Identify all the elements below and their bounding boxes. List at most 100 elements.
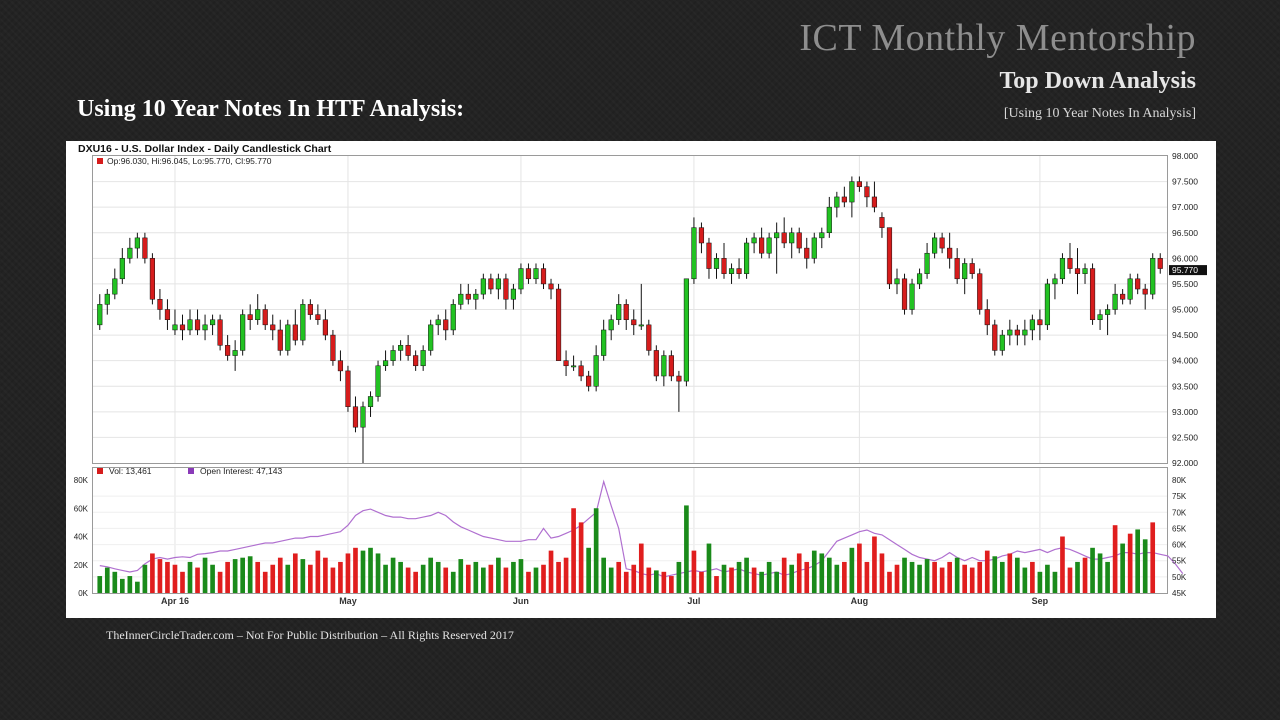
price-axis-tick: 97.500 — [1172, 177, 1198, 187]
price-axis-tick: 94.500 — [1172, 330, 1198, 340]
volume-bar-up — [811, 550, 817, 593]
candle-down — [1074, 268, 1081, 274]
volume-bar-up — [789, 564, 795, 593]
candle-down — [179, 324, 186, 331]
candle-up — [533, 268, 539, 280]
volume-bar-up — [533, 567, 539, 593]
candle-up — [924, 252, 930, 274]
candle-down — [977, 273, 983, 310]
volume-bar-down — [947, 561, 952, 593]
volume-bar-up — [127, 576, 133, 593]
volume-bar-down — [270, 564, 276, 593]
candle-down — [879, 217, 885, 228]
candle-up — [360, 406, 366, 428]
volume-bar-up — [435, 561, 441, 593]
volume-bar-up — [1090, 547, 1095, 593]
volume-bar-down — [631, 564, 637, 593]
volume-bar-up — [744, 557, 749, 593]
volume-bar-up — [849, 547, 855, 593]
candle-up — [202, 324, 208, 331]
volume-bar-down — [217, 571, 223, 593]
volume-bar-up — [232, 559, 238, 593]
candle-up — [774, 232, 780, 239]
price-axis-tick: 97.000 — [1172, 202, 1198, 212]
volume-bar-down — [150, 553, 155, 593]
candle-down — [1157, 258, 1163, 269]
candle-up — [450, 304, 456, 331]
candle-down — [578, 365, 584, 377]
candle-up — [1105, 309, 1111, 315]
candle-down — [345, 370, 351, 407]
candle-up — [593, 355, 599, 387]
candle-down — [864, 186, 870, 198]
candle-down — [405, 345, 411, 356]
candle-down — [1037, 319, 1043, 326]
candle-up — [638, 324, 644, 327]
price-axis-tick: 93.000 — [1172, 407, 1198, 417]
volume-bar-down — [323, 557, 328, 593]
volume-axis-tick: 40K — [74, 533, 89, 542]
candle-up — [962, 263, 968, 280]
candle-up — [608, 319, 614, 331]
candle-up — [826, 206, 832, 233]
section-note: [Using 10 Year Notes In Analysis] — [1003, 106, 1196, 121]
candle-up — [473, 293, 479, 300]
volume-bar-up — [766, 561, 772, 593]
volume-bar-down — [563, 557, 569, 593]
ohlc-readout: Op:96.030, Hi:96.045, Lo:95.770, Cl:95.7… — [107, 156, 272, 166]
volume-bar-down — [338, 561, 343, 593]
footer-copyright: TheInnerCircleTrader.com – Not For Publi… — [106, 628, 514, 642]
candle-down — [856, 181, 862, 187]
candle-down — [631, 319, 637, 326]
candle-down — [954, 258, 960, 280]
volume-bar-down — [872, 536, 877, 593]
volume-bar-up — [826, 557, 832, 593]
price-axis-tick: 96.500 — [1172, 228, 1198, 238]
candle-down — [736, 268, 742, 274]
volume-bar-up — [992, 556, 998, 593]
volume-bar-up — [1120, 543, 1125, 593]
candle-down — [292, 324, 298, 341]
candle-down — [149, 258, 155, 300]
volume-bar-down — [638, 543, 644, 593]
open-interest-axis-tick: 45K — [1172, 589, 1187, 598]
month-axis-tick: Jul — [687, 596, 700, 606]
candle-up — [172, 324, 178, 331]
volume-bar-up — [1142, 539, 1148, 593]
candle-up — [300, 304, 306, 341]
candle-up — [683, 278, 689, 382]
candle-down — [1067, 258, 1073, 269]
candle-up — [240, 314, 246, 351]
price-axis-tick: 95.500 — [1172, 279, 1198, 289]
candle-up — [849, 181, 855, 203]
volume-bar-up — [202, 557, 208, 593]
volume-bar-up — [593, 508, 599, 593]
price-axis-tick: 95.000 — [1172, 305, 1198, 315]
open-interest-axis-tick: 80K — [1172, 476, 1187, 485]
candle-up — [390, 350, 396, 361]
volume-bar-down — [984, 550, 990, 593]
candle-down — [247, 314, 253, 320]
candle-down — [548, 283, 554, 290]
candle-up — [510, 288, 517, 300]
volume-layer — [97, 505, 1156, 593]
candle-down — [525, 268, 532, 280]
candle-down — [698, 227, 705, 244]
volume-bar-down — [157, 559, 163, 593]
volume-bar-up — [285, 564, 291, 593]
volume-bar-down — [714, 576, 719, 593]
candle-up — [458, 293, 464, 305]
candle-down — [488, 278, 494, 290]
volume-bar-down — [699, 571, 704, 593]
candle-up — [834, 196, 840, 208]
volume-bar-up — [684, 505, 689, 593]
candle-down — [759, 237, 765, 254]
volume-axis-tick: 20K — [74, 561, 89, 570]
price-axis-tick: 92.500 — [1172, 432, 1198, 442]
volume-bar-down — [225, 561, 230, 593]
candle-down — [992, 324, 998, 351]
candle-down — [796, 232, 802, 249]
month-axis-tick: Sep — [1032, 596, 1049, 606]
open-interest-legend-swatch — [188, 468, 194, 474]
volume-bar-down — [262, 571, 268, 593]
